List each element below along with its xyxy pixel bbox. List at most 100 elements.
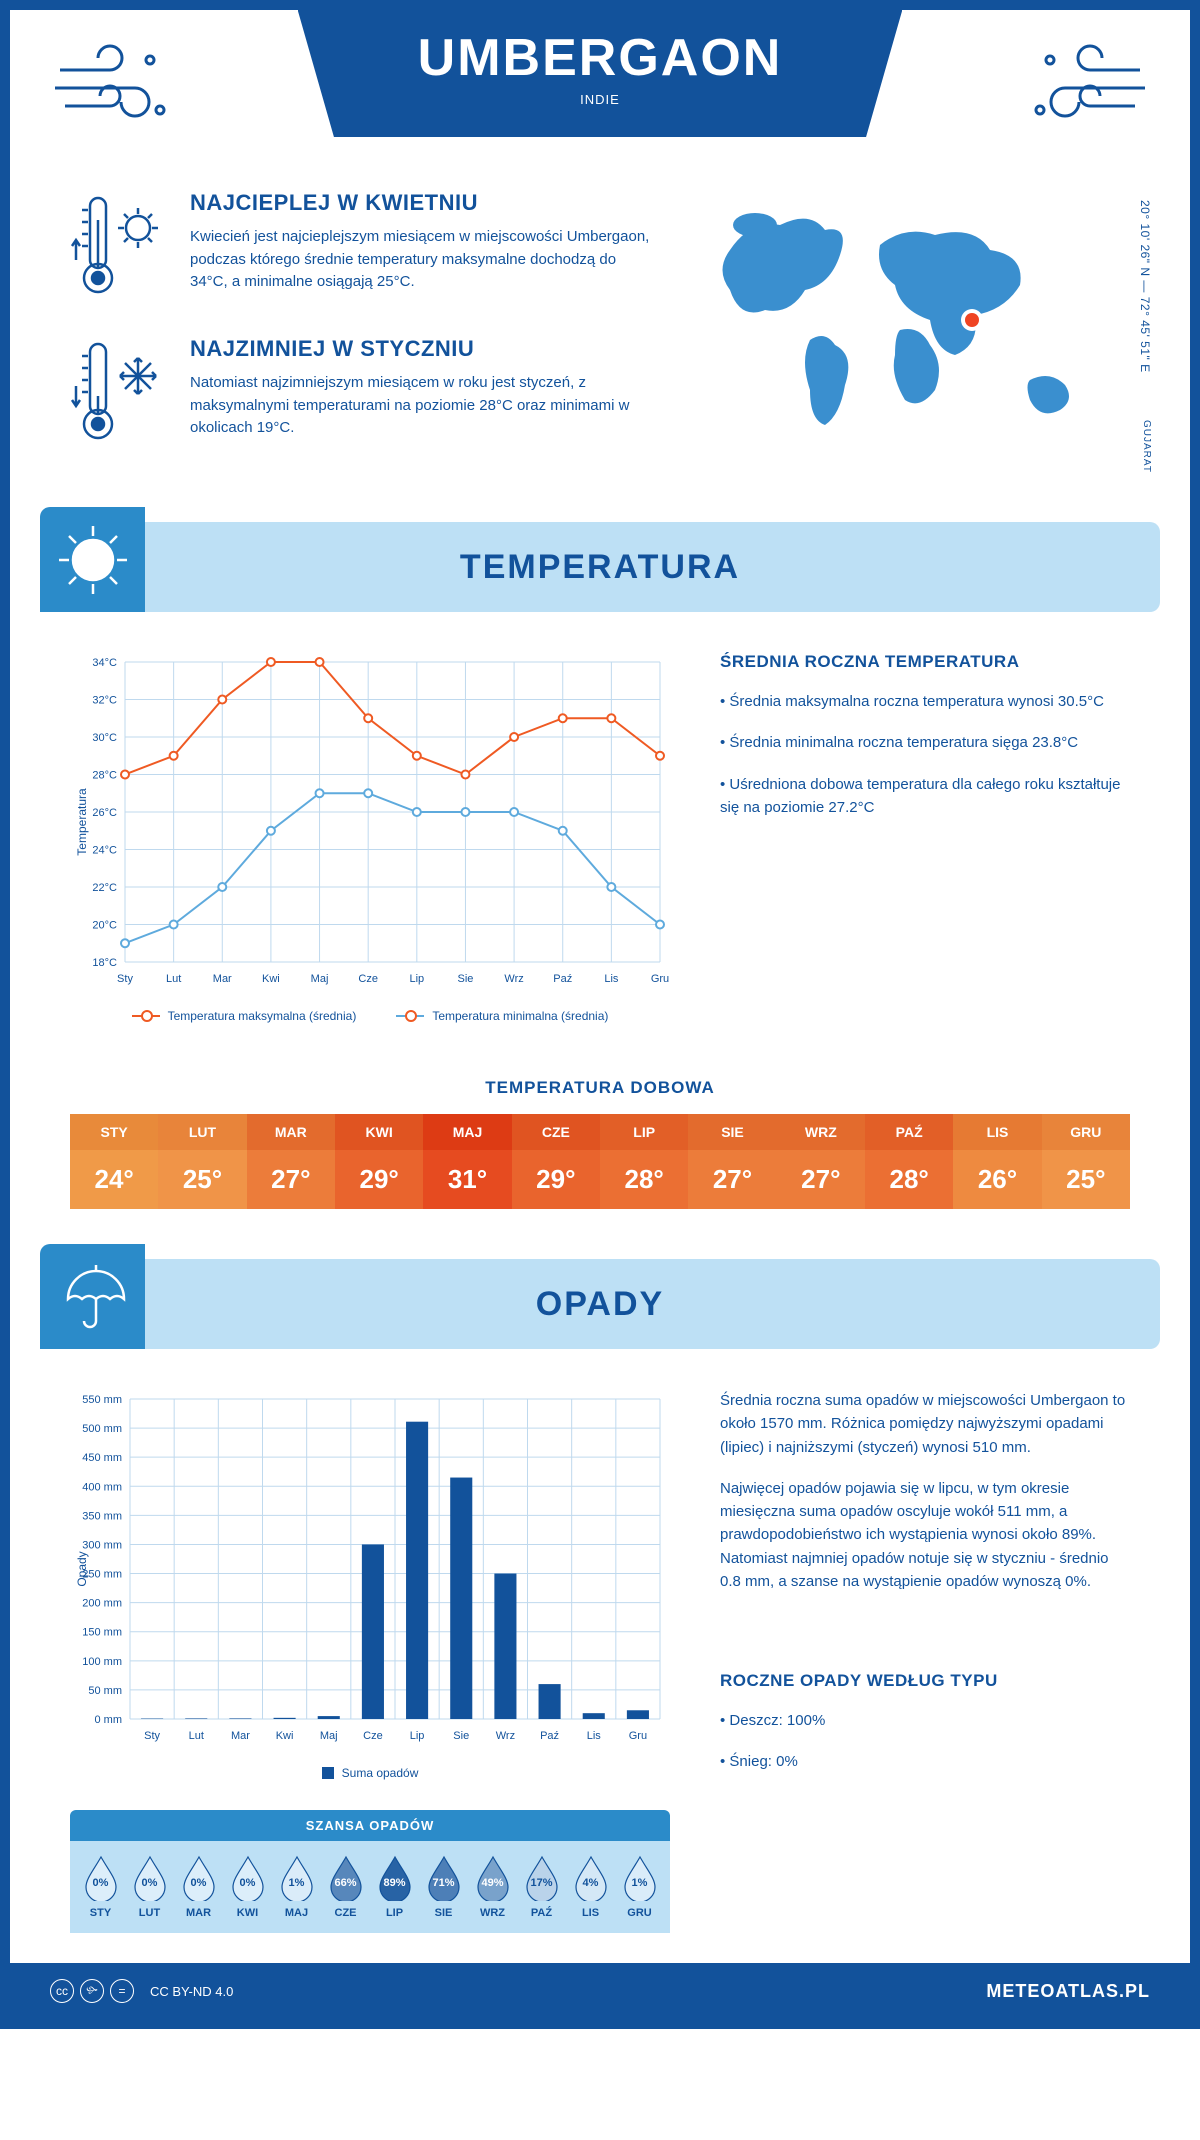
daily-value: 25° bbox=[1042, 1150, 1130, 1209]
svg-text:Gru: Gru bbox=[651, 973, 669, 985]
precip-text-1: Średnia roczna suma opadów w miejscowośc… bbox=[720, 1389, 1130, 1459]
precip-body: 0 mm50 mm100 mm150 mm200 mm250 mm300 mm3… bbox=[10, 1349, 1190, 1963]
coordinates: 20° 10' 26" N — 72° 45' 51" E bbox=[1138, 200, 1152, 373]
svg-text:500 mm: 500 mm bbox=[82, 1423, 122, 1435]
precip-text-2: Najwięcej opadów pojawia się w lipcu, w … bbox=[720, 1477, 1130, 1593]
annual-temp-title: ŚREDNIA ROCZNA TEMPERATURA bbox=[720, 652, 1130, 672]
daily-value: 31° bbox=[423, 1150, 511, 1209]
chance-drop: 0%MAR bbox=[174, 1855, 223, 1919]
chance-drop: 89%LIP bbox=[370, 1855, 419, 1919]
page: UMBERGAON INDIE NAJCIEPLEJ W KWIETNIU Kw… bbox=[0, 0, 1200, 2029]
daily-value: 27° bbox=[688, 1150, 776, 1209]
svg-text:Lut: Lut bbox=[189, 1730, 204, 1742]
svg-text:Sty: Sty bbox=[117, 973, 133, 985]
svg-text:26°C: 26°C bbox=[92, 807, 117, 819]
license-block: cc 🙛 = CC BY-ND 4.0 bbox=[50, 1979, 233, 2003]
svg-text:Kwi: Kwi bbox=[262, 973, 280, 985]
daily-month: WRZ bbox=[777, 1114, 865, 1150]
by-icon: 🙛 bbox=[80, 1979, 104, 2003]
precip-type-title: ROCZNE OPADY WEDŁUG TYPU bbox=[720, 1671, 1130, 1691]
svg-text:300 mm: 300 mm bbox=[82, 1539, 122, 1551]
svg-text:Wrz: Wrz bbox=[496, 1730, 515, 1742]
chance-drop: 49%WRZ bbox=[468, 1855, 517, 1919]
chance-drop: 17%PAŹ bbox=[517, 1855, 566, 1919]
svg-text:Kwi: Kwi bbox=[276, 1730, 294, 1742]
warmest-block: NAJCIEPLEJ W KWIETNIU Kwiecień jest najc… bbox=[70, 190, 650, 300]
chance-drop: 1%GRU bbox=[615, 1855, 664, 1919]
sun-icon bbox=[40, 507, 145, 612]
daily-value: 28° bbox=[600, 1150, 688, 1209]
daily-value: 29° bbox=[335, 1150, 423, 1209]
cc-icon: cc bbox=[50, 1979, 74, 2003]
svg-text:Sie: Sie bbox=[458, 973, 474, 985]
svg-text:Mar: Mar bbox=[213, 973, 232, 985]
type-bullet: • Śnieg: 0% bbox=[720, 1750, 1130, 1773]
chance-title: SZANSA OPADÓW bbox=[70, 1810, 670, 1841]
svg-text:50 mm: 50 mm bbox=[88, 1685, 122, 1697]
precip-left-column: 0 mm50 mm100 mm150 mm200 mm250 mm300 mm3… bbox=[70, 1389, 670, 1933]
legend-min: Temperatura minimalna (średnia) bbox=[432, 1009, 608, 1023]
svg-text:Gru: Gru bbox=[629, 1730, 647, 1742]
wind-icon bbox=[50, 40, 180, 135]
daily-month: CZE bbox=[512, 1114, 600, 1150]
legend-sum: Suma opadów bbox=[342, 1766, 419, 1780]
chance-drop: 0%LUT bbox=[125, 1855, 174, 1919]
svg-text:Cze: Cze bbox=[363, 1730, 383, 1742]
daily-value: 26° bbox=[953, 1150, 1041, 1209]
nd-icon: = bbox=[110, 1979, 134, 2003]
daily-month: LUT bbox=[158, 1114, 246, 1150]
city-title: UMBERGAON bbox=[418, 28, 783, 88]
wind-icon bbox=[1020, 40, 1150, 135]
svg-text:18°C: 18°C bbox=[92, 957, 117, 969]
daily-temp-title: TEMPERATURA DOBOWA bbox=[10, 1078, 1190, 1098]
precipitation-banner: OPADY bbox=[40, 1259, 1160, 1349]
temperature-body: 18°C20°C22°C24°C26°C28°C30°C32°C34°CStyL… bbox=[10, 612, 1190, 1053]
daily-value: 24° bbox=[70, 1150, 158, 1209]
temperature-side-panel: ŚREDNIA ROCZNA TEMPERATURA • Średnia mak… bbox=[720, 652, 1130, 1023]
country-subtitle: INDIE bbox=[418, 92, 783, 107]
svg-text:Wrz: Wrz bbox=[504, 973, 523, 985]
svg-text:Sty: Sty bbox=[144, 1730, 160, 1742]
precip-legend: Suma opadów bbox=[70, 1766, 670, 1780]
svg-text:30°C: 30°C bbox=[92, 732, 117, 744]
temperature-section-title: TEMPERATURA bbox=[40, 548, 1160, 587]
svg-text:Maj: Maj bbox=[320, 1730, 338, 1742]
svg-text:34°C: 34°C bbox=[92, 657, 117, 669]
coldest-block: NAJZIMNIEJ W STYCZNIU Natomiast najzimni… bbox=[70, 336, 650, 446]
daily-value: 29° bbox=[512, 1150, 600, 1209]
chance-drop: 71%SIE bbox=[419, 1855, 468, 1919]
world-map: 20° 10' 26" N — 72° 45' 51" E GUJARAT bbox=[690, 190, 1130, 482]
license-text: CC BY-ND 4.0 bbox=[150, 1984, 233, 1999]
coldest-text: Natomiast najzimniejszym miesiącem w rok… bbox=[190, 372, 650, 440]
chance-drop: 66%CZE bbox=[321, 1855, 370, 1919]
daily-value: 27° bbox=[247, 1150, 335, 1209]
temp-bullet: • Średnia maksymalna roczna temperatura … bbox=[720, 690, 1130, 713]
daily-month: KWI bbox=[335, 1114, 423, 1150]
daily-month: LIP bbox=[600, 1114, 688, 1150]
svg-text:28°C: 28°C bbox=[92, 770, 117, 782]
svg-text:100 mm: 100 mm bbox=[82, 1656, 122, 1668]
svg-text:0 mm: 0 mm bbox=[95, 1714, 123, 1726]
thermometer-snow-icon bbox=[70, 336, 166, 446]
footer: cc 🙛 = CC BY-ND 4.0 METEOATLAS.PL bbox=[10, 1963, 1190, 2019]
temperature-legend: .lg-sw:nth-child(1)::after{border-color:… bbox=[70, 1009, 670, 1023]
daily-value: 25° bbox=[158, 1150, 246, 1209]
svg-text:20°C: 20°C bbox=[92, 920, 117, 932]
precip-bar-chart: 0 mm50 mm100 mm150 mm200 mm250 mm300 mm3… bbox=[70, 1389, 670, 1749]
svg-text:Mar: Mar bbox=[231, 1730, 250, 1742]
svg-text:Opady: Opady bbox=[75, 1551, 89, 1586]
legend-max: Temperatura maksymalna (średnia) bbox=[168, 1009, 357, 1023]
svg-text:32°C: 32°C bbox=[92, 695, 117, 707]
temp-bullet: • Średnia minimalna roczna temperatura s… bbox=[720, 731, 1130, 754]
chance-drop: 0%STY bbox=[76, 1855, 125, 1919]
chance-box: SZANSA OPADÓW 0%STY0%LUT0%MAR0%KWI1%MAJ6… bbox=[70, 1810, 670, 1933]
svg-text:Lip: Lip bbox=[410, 1730, 425, 1742]
warmest-text: Kwiecień jest najcieplejszym miesiącem w… bbox=[190, 226, 650, 294]
precip-section-title: OPADY bbox=[40, 1285, 1160, 1324]
svg-text:22°C: 22°C bbox=[92, 882, 117, 894]
daily-month: MAR bbox=[247, 1114, 335, 1150]
svg-text:550 mm: 550 mm bbox=[82, 1394, 122, 1406]
region-label: GUJARAT bbox=[1141, 420, 1152, 473]
svg-text:Temperatura: Temperatura bbox=[75, 788, 89, 856]
daily-value: 27° bbox=[777, 1150, 865, 1209]
